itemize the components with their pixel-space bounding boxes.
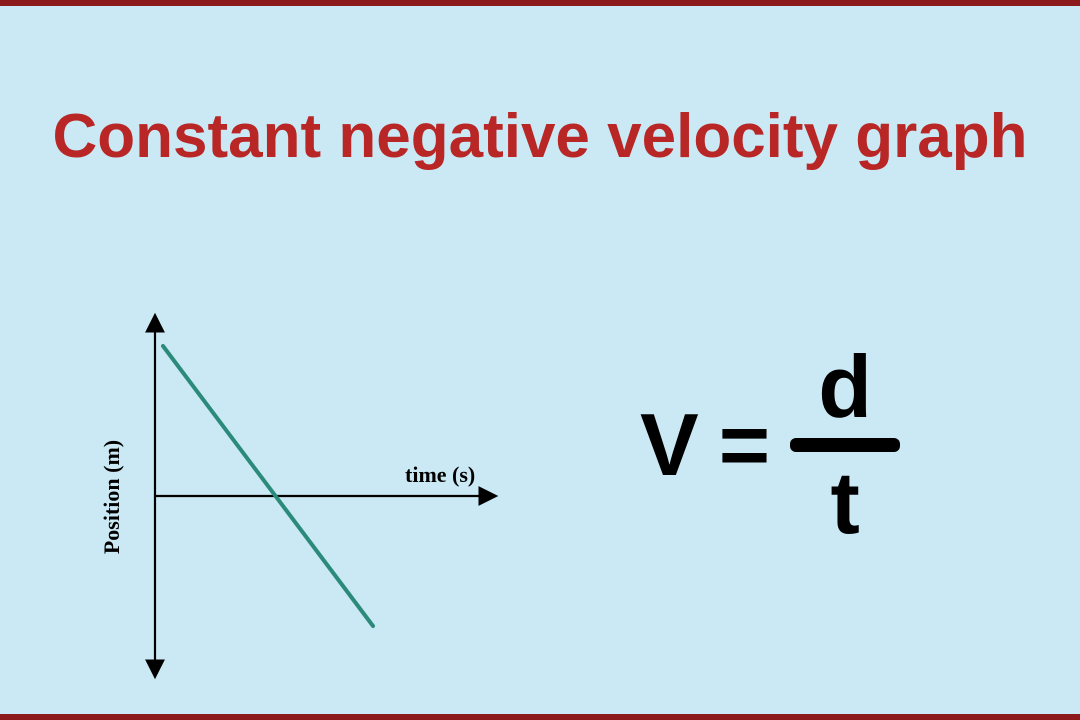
position-time-chart: Position (m) time (s) — [55, 306, 525, 686]
formula-denominator: t — [830, 452, 859, 554]
fraction-bar — [790, 438, 900, 452]
velocity-formula: V = d t — [640, 336, 900, 554]
chart-svg — [55, 306, 525, 686]
x-axis-label: time (s) — [405, 462, 475, 488]
title-text: Constant negative velocity graph — [53, 102, 1028, 171]
y-axis-label: Position (m) — [99, 440, 125, 554]
formula-equals: = — [719, 394, 770, 496]
formula-lhs: V — [640, 394, 699, 496]
infographic-canvas: Constant negative velocity graph Positio… — [0, 0, 1080, 720]
page-title: Constant negative velocity graph — [0, 104, 1080, 169]
formula-numerator: d — [818, 336, 872, 438]
formula-fraction: d t — [790, 336, 900, 554]
